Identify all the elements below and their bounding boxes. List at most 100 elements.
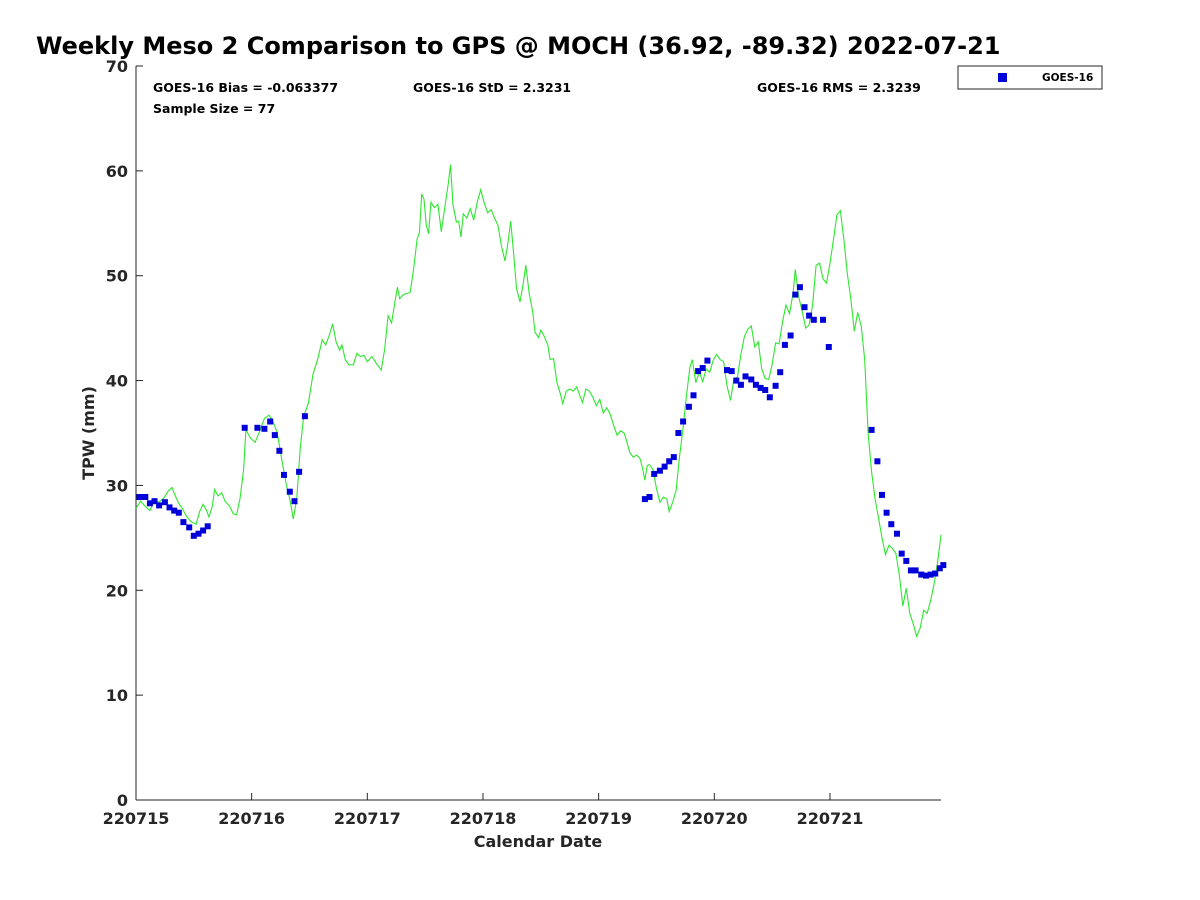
sample-size-stat: Sample Size = 77 <box>153 101 275 116</box>
goes-data-point <box>752 381 759 388</box>
std-stat: GOES-16 StD = 2.3231 <box>413 80 571 95</box>
x-tick-label: 220718 <box>450 809 517 828</box>
y-tick-label: 60 <box>106 162 128 181</box>
y-tick-label: 30 <box>106 476 128 495</box>
goes-data-point <box>276 447 283 454</box>
goes-data-point <box>286 488 293 495</box>
x-tick-label: 220721 <box>797 809 864 828</box>
goes-data-point <box>296 468 303 475</box>
goes-data-point <box>806 312 813 319</box>
goes-series-points <box>136 284 947 579</box>
legend-box <box>957 65 1103 90</box>
goes-data-point <box>918 571 925 578</box>
x-tick-label: 220720 <box>681 809 748 828</box>
goes-data-point <box>777 369 784 376</box>
goes-data-point <box>171 507 178 514</box>
goes-data-point <box>748 376 755 383</box>
goes-data-point <box>685 403 692 410</box>
goes-data-point <box>180 519 187 526</box>
goes-data-point <box>907 567 914 574</box>
goes-data-point <box>923 572 929 579</box>
goes-data-point <box>868 426 875 433</box>
y-axis-label: TPW (mm) <box>79 386 98 480</box>
goes-data-point <box>151 498 158 505</box>
y-tick-label: 10 <box>106 686 128 705</box>
goes-data-point <box>796 284 803 291</box>
goes-data-point <box>670 454 677 461</box>
goes-data-point <box>699 365 706 371</box>
x-tick-label: 220716 <box>218 809 285 828</box>
goes-data-point <box>267 418 274 425</box>
goes-data-point <box>186 524 193 531</box>
legend-label-goes: GOES-16 <box>1042 72 1093 84</box>
goes-data-point <box>271 432 278 439</box>
goes-data-point <box>142 494 149 500</box>
legend: GOES-16 <box>957 65 1103 90</box>
goes-data-point <box>641 496 648 503</box>
goes-data-point <box>781 341 788 348</box>
goes-data-point <box>787 332 794 339</box>
goes-data-point <box>190 532 197 539</box>
x-tick-label: 220715 <box>103 809 170 828</box>
goes-data-point <box>894 530 900 537</box>
goes-data-point <box>136 494 143 500</box>
bias-stat: GOES-16 Bias = -0.063377 <box>153 80 338 95</box>
y-ticks: 0 10 20 30 40 50 60 70 <box>106 57 143 810</box>
gps-series-line <box>135 164 942 639</box>
goes-data-point <box>903 557 910 564</box>
goes-data-point <box>874 458 881 465</box>
plot-area: 0 10 20 30 40 50 60 70 220715 220716 220717 220718… <box>103 57 947 828</box>
goes-data-point <box>651 470 658 477</box>
goes-data-point <box>733 377 740 384</box>
goes-data-point <box>801 304 808 311</box>
goes-data-point <box>704 357 711 364</box>
goes-data-point <box>766 394 773 401</box>
goes-data-point <box>932 570 939 577</box>
goes-data-point <box>695 368 702 375</box>
legend-marker-goes <box>998 73 1007 82</box>
goes-data-point <box>195 530 202 537</box>
goes-data-point <box>757 384 764 391</box>
goes-data-point <box>810 316 817 323</box>
rms-stat: GOES-16 RMS = 2.3239 <box>757 80 921 95</box>
y-tick-label: 40 <box>106 372 128 391</box>
goes-data-point <box>254 424 261 431</box>
goes-data-point <box>301 413 308 420</box>
goes-data-point <box>156 502 163 509</box>
x-tick-label: 220719 <box>565 809 632 828</box>
goes-data-point <box>281 471 287 478</box>
x-axis-label: Calendar Date <box>474 832 603 851</box>
goes-data-point <box>879 491 885 498</box>
goes-data-point <box>675 430 682 436</box>
goes-data-point <box>888 521 895 528</box>
goes-data-point <box>737 381 744 388</box>
chart-title: Weekly Meso 2 Comparison to GPS @ MOCH (… <box>36 32 1000 60</box>
goes-data-point <box>204 523 211 530</box>
goes-data-point <box>820 316 826 323</box>
y-tick-label: 0 <box>117 791 128 810</box>
goes-data-point <box>666 458 673 465</box>
goes-data-point <box>200 527 207 534</box>
y-tick-label: 70 <box>106 57 128 76</box>
goes-data-point <box>940 562 947 569</box>
y-tick-label: 50 <box>106 267 128 286</box>
goes-data-point <box>936 565 943 572</box>
goes-data-point <box>728 368 735 375</box>
goes-data-point <box>898 550 905 557</box>
goes-data-point <box>261 425 268 432</box>
goes-data-point <box>772 382 779 389</box>
goes-data-point <box>927 571 934 578</box>
goes-data-point <box>680 418 687 425</box>
goes-data-point <box>742 373 749 380</box>
goes-data-point <box>161 499 168 506</box>
goes-data-point <box>912 567 919 574</box>
goes-data-point <box>762 387 769 393</box>
goes-data-point <box>146 500 153 507</box>
goes-data-point <box>166 504 173 511</box>
goes-data-point <box>241 424 248 431</box>
goes-data-point <box>724 367 730 374</box>
goes-data-point <box>175 509 182 516</box>
goes-data-point <box>291 498 298 505</box>
goes-data-point <box>690 392 697 399</box>
